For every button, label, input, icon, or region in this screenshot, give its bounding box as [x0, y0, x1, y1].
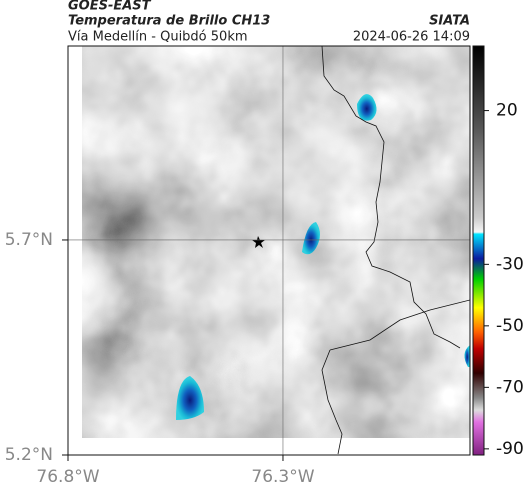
boundary — [321, 349, 343, 455]
colorbar-tick-label: -90 — [496, 439, 524, 459]
convective-cell — [357, 94, 377, 121]
convective-cell — [302, 222, 320, 255]
y-tick-label: 5.7°N — [5, 230, 53, 250]
colorbar-tick-label: -30 — [496, 254, 524, 274]
x-tick-label: 76.8°W — [36, 467, 99, 487]
boundary — [329, 299, 470, 351]
convective-cell — [176, 376, 204, 420]
warm-area — [210, 100, 390, 240]
imagery — [82, 46, 470, 455]
title: Temperatura de Brillo CH13 — [68, 14, 270, 29]
convective-cell — [464, 345, 470, 367]
location-marker — [252, 236, 265, 248]
boundary — [321, 46, 461, 349]
x-tick-label: 76.3°W — [251, 467, 314, 487]
agency: SIATA — [429, 14, 470, 29]
colorbar-tick-label: -50 — [496, 316, 524, 336]
y-tick-label: 5.2°N — [5, 445, 53, 465]
colorbar — [472, 45, 485, 456]
timestamp: 2024-06-26 14:09 — [353, 30, 470, 45]
warm-area — [110, 60, 250, 160]
colorbar-tick-label: 20 — [496, 101, 518, 121]
colorbar-tick-label: -70 — [496, 377, 524, 397]
subtitle: Vía Medellín - Quibdó 50km — [68, 30, 248, 45]
source: GOES-EAST — [68, 0, 152, 14]
map-frame — [67, 45, 471, 456]
